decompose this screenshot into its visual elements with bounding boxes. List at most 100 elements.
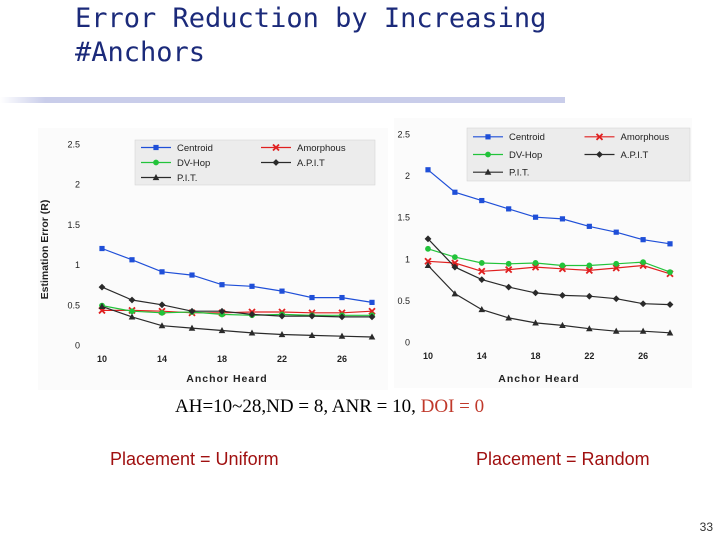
y-tick-label: 1 — [405, 254, 410, 264]
series-line — [427, 248, 671, 273]
y-tick-label: 1.5 — [397, 213, 410, 223]
doi-text: DOI = 0 — [420, 396, 485, 417]
series-line — [101, 247, 373, 303]
data-point — [98, 283, 106, 291]
legend-label: P.I.T. — [509, 167, 529, 178]
data-point — [248, 329, 256, 336]
placement-random-label: Placement = Random — [476, 449, 650, 469]
x-tick-label: 26 — [337, 354, 347, 364]
legend-label: DV-Hop — [509, 150, 542, 161]
legend-label: P.I.T. — [177, 173, 197, 184]
y-tick-label: 1 — [75, 260, 80, 270]
x-tick-label: 22 — [584, 351, 594, 361]
data-point — [478, 267, 486, 275]
legend-marker — [272, 159, 280, 166]
x-tick-label: 14 — [157, 354, 167, 364]
data-point — [451, 254, 458, 261]
y-tick-label: 0 — [405, 338, 410, 348]
page-number: 33 — [699, 520, 713, 534]
data-point — [279, 288, 285, 294]
data-point — [308, 331, 316, 338]
slide-title: Error Reduction by Increasing #Anchors — [75, 2, 546, 70]
legend-marker — [596, 151, 603, 158]
data-point — [479, 197, 485, 204]
y-tick-label: 0 — [75, 341, 80, 351]
legend-marker — [272, 143, 280, 152]
data-point — [218, 307, 226, 315]
data-point — [158, 322, 166, 329]
series-line — [101, 286, 372, 318]
data-point — [586, 262, 593, 269]
series-line — [427, 265, 671, 334]
chart-1: 0 0.5 1 1.5 2 2.5 10 14 18 22 26 Anchor Heard Estima… — [38, 128, 388, 390]
y-tick-label: 2.5 — [67, 140, 80, 150]
data-point — [612, 295, 620, 303]
data-point — [532, 214, 539, 220]
x-tick-label: 26 — [638, 351, 648, 361]
data-point — [129, 308, 135, 315]
y-tick-label: 2 — [405, 171, 410, 181]
data-point — [559, 321, 566, 328]
legend-marker — [485, 151, 491, 158]
data-point — [478, 260, 485, 266]
data-point — [424, 261, 432, 269]
data-point — [586, 223, 592, 229]
x-tick-label: 10 — [97, 354, 107, 364]
data-point — [128, 313, 136, 320]
title-divider — [0, 97, 565, 103]
data-point — [368, 313, 376, 321]
data-point — [639, 327, 647, 334]
data-point — [369, 299, 375, 305]
title-line-1: Error Reduction by Increasing — [75, 3, 547, 34]
data-point — [666, 329, 674, 336]
legend-label: Amorphous — [621, 132, 670, 143]
legend-box — [134, 139, 376, 186]
data-point — [308, 312, 316, 320]
series-line — [101, 305, 373, 338]
data-point — [128, 296, 136, 304]
legend-marker — [153, 159, 159, 166]
data-point — [424, 235, 432, 243]
data-point — [159, 269, 165, 275]
data-point — [613, 260, 620, 267]
data-point — [639, 300, 647, 308]
data-point — [478, 276, 486, 283]
series-line — [427, 238, 671, 306]
legend-marker — [484, 168, 492, 175]
data-point — [158, 301, 166, 309]
x-tick-label: 14 — [477, 351, 487, 361]
data-point — [218, 327, 226, 334]
legend-box — [466, 127, 691, 182]
data-point — [278, 312, 286, 320]
y-tick-label: 2 — [75, 180, 80, 190]
x-tick-label: 10 — [423, 351, 433, 361]
data-point — [368, 333, 376, 340]
data-point — [188, 307, 196, 315]
data-point — [559, 292, 566, 299]
data-point — [98, 302, 106, 310]
data-point — [666, 301, 674, 308]
data-point — [532, 260, 539, 266]
data-point — [531, 263, 540, 271]
data-point — [339, 294, 345, 301]
data-point — [613, 229, 619, 235]
data-point — [559, 216, 566, 222]
data-point — [667, 269, 673, 276]
data-point — [585, 266, 593, 275]
data-point — [451, 290, 459, 297]
data-point — [189, 272, 195, 278]
data-point — [424, 257, 432, 265]
placement-uniform-label: Placement = Uniform — [110, 449, 279, 469]
legend-label: Centroid — [177, 143, 213, 154]
data-point — [586, 325, 593, 332]
data-point — [338, 332, 346, 339]
legend-label: Amorphous — [297, 143, 346, 154]
x-axis-title: Anchor Heard — [186, 373, 267, 385]
data-point — [129, 257, 135, 263]
data-point — [219, 282, 225, 288]
data-point — [99, 245, 105, 252]
series-line — [427, 260, 671, 275]
data-point — [425, 245, 431, 252]
data-point — [640, 259, 647, 266]
